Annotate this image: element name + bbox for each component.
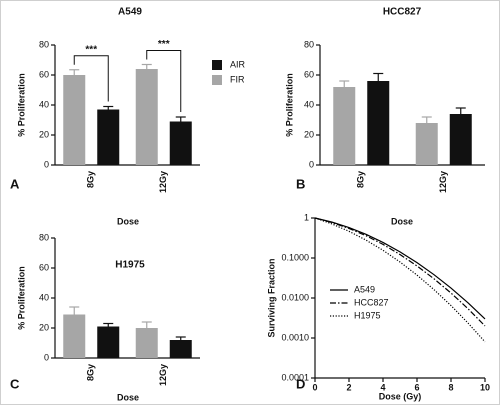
x-axis-label: Dose [391,216,413,226]
bar [449,114,472,165]
chart-title: HCC827 [383,7,422,18]
y-axis-label: % Proliferation [16,73,26,137]
bar [415,123,438,165]
chart-title: H1975 [115,260,145,271]
y-tick-label: 1 [304,212,309,222]
y-tick-label: 60 [304,69,314,79]
legend-label: HCC827 [354,297,389,307]
y-tick-label: 0 [44,159,49,169]
y-axis-label: % Proliferation [284,73,294,137]
bar [367,81,390,165]
panel-letter: B [296,176,305,191]
bar [333,87,356,165]
x-axis-label: Dose [117,216,139,226]
y-tick-label: 60 [39,69,49,79]
y-tick-label: 0.0001 [281,372,309,382]
y-tick-label: 80 [304,39,314,49]
x-tick-label: 8 [448,382,453,392]
x-tick-label: 12Gy [438,171,448,193]
x-tick-label: 12Gy [158,171,168,193]
y-tick-label: 0 [309,159,314,169]
x-tick-label: 12Gy [158,364,168,386]
y-tick-label: 40 [39,292,49,302]
y-tick-label: 40 [304,99,314,109]
x-tick-label: 10 [480,382,490,392]
x-tick-label: 0 [312,382,317,392]
y-tick-label: 0.0100 [281,292,309,302]
panel-letter: D [296,376,305,391]
legend-swatch [212,75,222,85]
y-tick-label: 0.0010 [281,332,309,342]
x-tick-label: 8Gy [86,171,96,188]
legend-label: FIR [230,74,245,84]
y-axis-label: % Proliferation [16,266,26,330]
bar [97,109,120,165]
y-tick-label: 80 [39,39,49,49]
bar [135,69,158,165]
y-tick-label: 0.1000 [281,252,309,262]
bar [135,328,158,358]
legend-label: H1975 [354,310,381,320]
chart-title: A549 [118,7,142,18]
legend-label: AIR [230,59,246,69]
line-series [314,217,486,343]
x-axis-label: Dose (Gy) [379,391,422,401]
y-tick-label: 40 [39,99,49,109]
line-series [314,217,486,320]
bar [97,326,120,358]
bar [169,340,192,358]
significance-bracket [146,50,182,112]
x-tick-label: 6 [414,382,419,392]
bar [63,314,86,358]
significance-label: *** [158,39,170,50]
x-axis-label: Dose [117,392,139,402]
bar [63,75,86,165]
y-tick-label: 20 [39,322,49,332]
line-series [314,217,486,327]
significance-label: *** [85,44,97,55]
y-tick-label: 80 [39,232,49,242]
panel-letter: A [10,176,20,191]
panel-letter: C [10,376,20,391]
legend-label: A549 [354,284,375,294]
y-tick-label: 20 [39,129,49,139]
y-axis-label: Surviving Fraction [266,258,276,337]
significance-bracket [73,55,109,102]
x-tick-label: 2 [346,382,351,392]
y-tick-label: 20 [304,129,314,139]
legend-swatch [212,60,222,70]
x-tick-label: 8Gy [356,171,366,188]
y-tick-label: 0 [44,352,49,362]
bar [169,121,192,165]
y-tick-label: 60 [39,262,49,272]
x-tick-label: 8Gy [86,364,96,381]
x-tick-label: 4 [380,382,385,392]
